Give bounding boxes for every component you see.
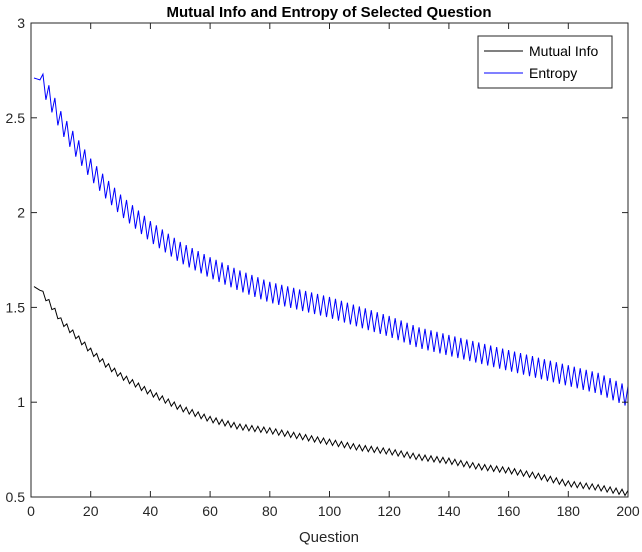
x-tick-label: 40	[143, 503, 159, 519]
series-line-entropy	[33, 72, 629, 406]
x-tick-label: 120	[378, 503, 402, 519]
y-tick-label: 3	[17, 15, 25, 31]
x-axis-label: Question	[299, 529, 359, 546]
chart-title: Mutual Info and Entropy of Selected Ques…	[166, 4, 491, 21]
x-tick-label: 200	[616, 503, 640, 519]
plot-area	[33, 72, 629, 497]
x-tick-label: 100	[318, 503, 342, 519]
x-tick-label: 80	[262, 503, 278, 519]
x-tick-label: 180	[557, 503, 581, 519]
x-tick-label: 0	[27, 503, 35, 519]
x-tick-label: 60	[202, 503, 218, 519]
legend: Mutual Info Entropy	[477, 35, 613, 89]
legend-box	[477, 35, 613, 89]
x-tick-label: 20	[83, 503, 99, 519]
series-line-mutual-info	[33, 286, 629, 497]
y-tick-label: 2	[17, 205, 25, 221]
legend-label-mutual-info: Mutual Info	[529, 43, 598, 59]
x-tick-label: 160	[497, 503, 521, 519]
axes: 0 20 40 60 80 100 120 140 160 180 200 0.5 1 1.5 2 2.5 3	[6, 15, 640, 519]
y-tick-label: 2.5	[6, 110, 26, 126]
y-tick-label: 0.5	[6, 489, 26, 505]
legend-label-entropy: Entropy	[529, 65, 577, 81]
x-tick-label: 140	[437, 503, 461, 519]
y-tick-label: 1	[17, 394, 25, 410]
y-tick-label: 1.5	[6, 299, 26, 315]
